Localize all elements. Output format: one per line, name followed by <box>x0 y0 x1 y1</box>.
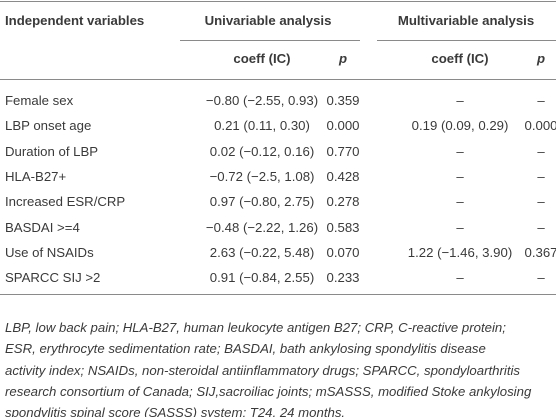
column-header: coeff (IC) <box>431 51 489 66</box>
row-label: HLA-B27+ <box>5 168 67 184</box>
column-header: coeff (IC) <box>233 51 291 66</box>
table-cell: 0.428 <box>326 168 360 184</box>
footnote-line: LBP, low back pain; HLA-B27, human leuko… <box>5 320 506 335</box>
table-cell: 0.233 <box>326 270 360 286</box>
table-cell: – <box>456 168 464 184</box>
table-cell: −0.48 (−2.22, 1.26) <box>205 219 319 235</box>
row-label: Duration of LBP <box>5 143 99 159</box>
table-cell: 0.02 (−0.12, 0.16) <box>209 143 315 159</box>
footnote-line: ESR, erythrocyte sedimentation rate; BAS… <box>5 341 486 357</box>
table-cell: 0.278 <box>326 194 360 210</box>
table-cell: 0.583 <box>326 219 360 235</box>
top-rule <box>0 1 556 2</box>
table-cell: 2.63 (−0.22, 5.48) <box>209 244 315 260</box>
table-cell: – <box>456 270 464 286</box>
table-cell: 0.91 (−0.84, 2.55) <box>209 270 315 286</box>
column-header: p <box>536 51 546 66</box>
table-cell: 0.367 <box>524 244 556 260</box>
row-label: Increased ESR/CRP <box>5 194 126 210</box>
table-cell: −0.72 (−2.5, 1.08) <box>209 168 315 184</box>
table-cell: 0.19 (0.09, 0.29) <box>411 118 509 134</box>
table-cell: −0.80 (−2.55, 0.93) <box>205 93 319 108</box>
table-cell: 0.359 <box>326 93 360 108</box>
row-label: Female sex <box>5 93 74 108</box>
table-cell: – <box>456 93 464 108</box>
group-header: Univariable analysis <box>204 13 332 28</box>
column-header: Independent variables <box>5 13 145 28</box>
table-cell: – <box>456 194 464 210</box>
table-cell: – <box>456 219 464 235</box>
table-cell: 0.070 <box>326 244 360 260</box>
table-cell: – <box>537 143 545 159</box>
table-cell: 0.770 <box>326 143 360 159</box>
footnote-line: research consortium of Canada; SIJ,sacro… <box>5 383 532 399</box>
row-label: SPARCC SIJ >2 <box>5 270 101 286</box>
row-label: LBP onset age <box>5 118 92 134</box>
table-cell: – <box>537 168 545 184</box>
table-cell: 0.21 (0.11, 0.30) <box>214 118 310 134</box>
table-cell: 0.97 (−0.80, 2.75) <box>209 194 315 210</box>
footnote-line: activity index; NSAIDs, non-steroidal an… <box>5 362 521 378</box>
row-label: BASDAI >=4 <box>5 219 80 235</box>
table-cell: 0.000 <box>326 118 360 134</box>
footnote-line: spondylitis spinal score (SASSS) system;… <box>5 405 346 417</box>
table-cell: 0.000 <box>524 118 556 134</box>
row-label: Use of NSAIDs <box>5 244 94 260</box>
group-rule <box>180 40 360 41</box>
table-cell: – <box>537 219 545 235</box>
column-header: p <box>338 51 348 66</box>
table-cell: – <box>537 194 545 210</box>
bottom-rule <box>0 294 556 295</box>
group-header: Multivariable analysis <box>397 13 535 28</box>
table-cell: – <box>537 270 545 286</box>
header-rule <box>0 79 556 80</box>
table-cell: 1.22 (−1.46, 3.90) <box>407 244 513 260</box>
table-cell: – <box>456 143 464 159</box>
table-cell: – <box>537 93 545 108</box>
group-rule <box>377 40 556 41</box>
